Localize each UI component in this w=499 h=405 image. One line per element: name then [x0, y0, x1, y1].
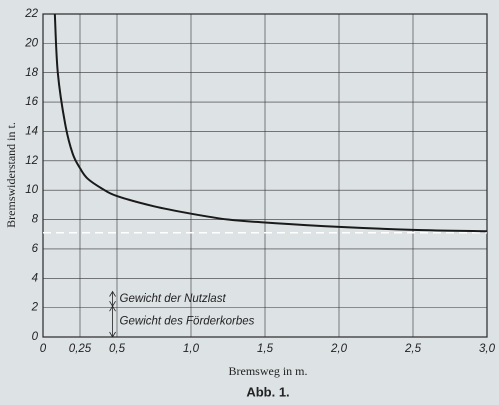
- y-tick-label: 6: [32, 243, 39, 255]
- y-tick-label: 8: [32, 214, 39, 226]
- y-tick-label: 20: [24, 37, 38, 49]
- x-tick-label: 0: [40, 343, 47, 355]
- annotation-text: Gewicht der Nutzlast: [120, 293, 227, 305]
- x-tick-label: 1,5: [257, 343, 274, 355]
- y-tick-label: 14: [25, 125, 38, 137]
- y-tick-label: 4: [32, 272, 38, 284]
- caption: Abb. 1.: [246, 384, 289, 399]
- x-axis-label: Bremsweg in m.: [229, 364, 308, 378]
- x-tick-label: 2,5: [404, 343, 422, 355]
- curve: [53, 13, 488, 233]
- y-tick-label: 18: [25, 67, 38, 79]
- y-tick-label: 2: [31, 302, 39, 314]
- annotation-text: Gewicht des Förderkorbes: [120, 316, 255, 328]
- x-tick-label: 0,5: [109, 343, 126, 355]
- annotation-arrow: [109, 305, 116, 338]
- y-tick-label: 12: [25, 155, 38, 167]
- x-tick-label: 3,0: [479, 343, 496, 355]
- y-tick-label: 0: [32, 331, 39, 343]
- y-tick-label: 16: [25, 96, 38, 108]
- y-axis-label: Bremswiderstand in t.: [4, 122, 18, 228]
- y-tick-label: 10: [25, 184, 38, 196]
- x-tick-label: 1,0: [183, 343, 200, 355]
- y-tick-label: 22: [24, 8, 38, 20]
- x-tick-label: 2,0: [330, 343, 348, 355]
- x-tick-label: 0,25: [69, 343, 92, 355]
